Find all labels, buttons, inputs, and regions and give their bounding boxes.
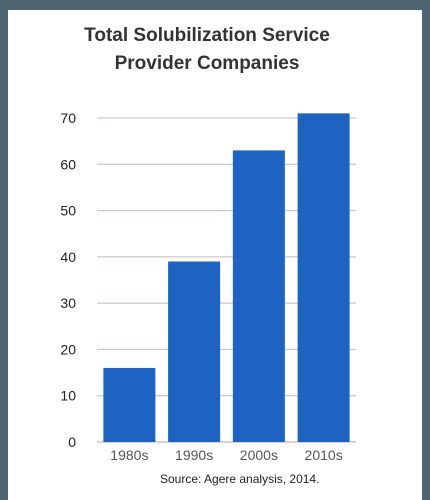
y-tick-label: 0: [68, 434, 76, 450]
y-tick-label: 70: [60, 110, 76, 126]
bar: [168, 261, 221, 442]
y-tick-label: 40: [60, 249, 76, 265]
x-tick-label: 2010s: [305, 447, 343, 463]
chart-source: Source: Agere analysis, 2014.: [160, 472, 320, 486]
chart-title-line-2: Provider Companies: [114, 53, 300, 74]
x-tick-label: 1980s: [110, 447, 148, 463]
bar: [232, 150, 285, 442]
y-tick-label: 50: [60, 203, 76, 219]
y-tick-label: 60: [60, 156, 76, 172]
bar: [297, 113, 350, 442]
x-tick-label: 2000s: [240, 447, 278, 463]
bar: [103, 367, 156, 442]
y-tick-label: 20: [60, 341, 76, 357]
x-tick-label: 1990s: [175, 447, 213, 463]
y-tick-label: 30: [60, 295, 76, 311]
chart-title: Total Solubilization Service Provider Co…: [0, 22, 414, 78]
chart-title-line-1: Total Solubilization Service: [84, 25, 330, 46]
y-tick-label: 10: [60, 388, 76, 404]
